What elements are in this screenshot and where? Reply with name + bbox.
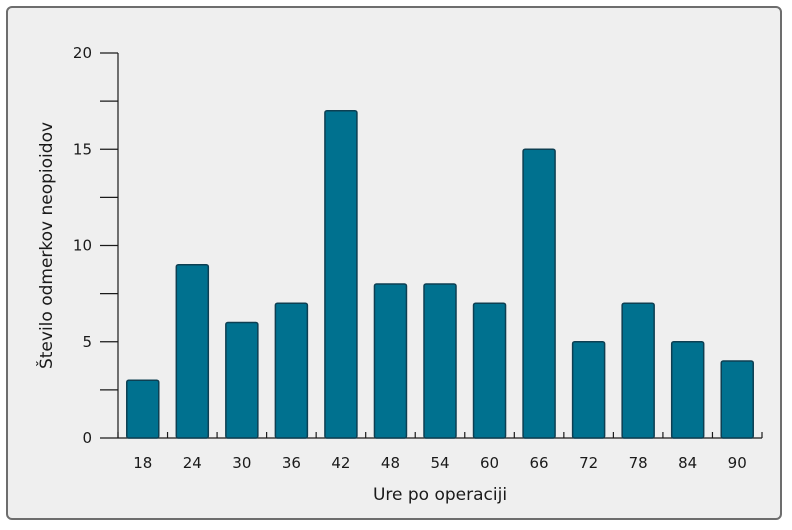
bar	[324, 110, 358, 439]
x-tick-label: 48	[381, 454, 400, 472]
bar	[225, 321, 259, 439]
x-tick-label: 54	[430, 454, 449, 472]
bar	[522, 148, 556, 439]
x-tick-label: 84	[678, 454, 697, 472]
y-tick-label: 0	[82, 429, 92, 447]
x-tick-label: 66	[530, 454, 549, 472]
x-tick-label: 78	[629, 454, 648, 472]
bar	[670, 341, 705, 439]
bar	[571, 341, 606, 439]
y-tick-label: 5	[82, 333, 92, 351]
y-axis-title: Število odmerkov neopioidov	[35, 122, 57, 369]
x-tick-label: 90	[728, 454, 747, 472]
y-tick-label: 15	[73, 140, 92, 158]
bar	[274, 302, 309, 439]
bar	[621, 302, 655, 439]
bar	[373, 283, 408, 439]
bar	[472, 302, 507, 439]
x-tick-label: 30	[232, 454, 251, 472]
bar	[423, 283, 457, 439]
y-tick-label: 10	[73, 237, 92, 255]
x-tick-label: 18	[133, 454, 152, 472]
x-axis-title: Ure po operaciji	[373, 485, 507, 505]
bars	[126, 110, 754, 439]
x-tick-label: 60	[480, 454, 499, 472]
x-axis: 18 24 30 36 42 48 54 60 66 72 78 84 90	[117, 432, 763, 472]
x-tick-label: 72	[579, 454, 598, 472]
bar	[126, 379, 160, 439]
x-tick-label: 24	[183, 454, 202, 472]
x-tick-label: 36	[282, 454, 301, 472]
y-axis: 0 5 10 15 20	[73, 44, 119, 447]
y-tick-label: 20	[73, 44, 92, 62]
bar	[175, 264, 210, 439]
x-tick-label: 42	[331, 454, 350, 472]
bar	[720, 360, 754, 439]
